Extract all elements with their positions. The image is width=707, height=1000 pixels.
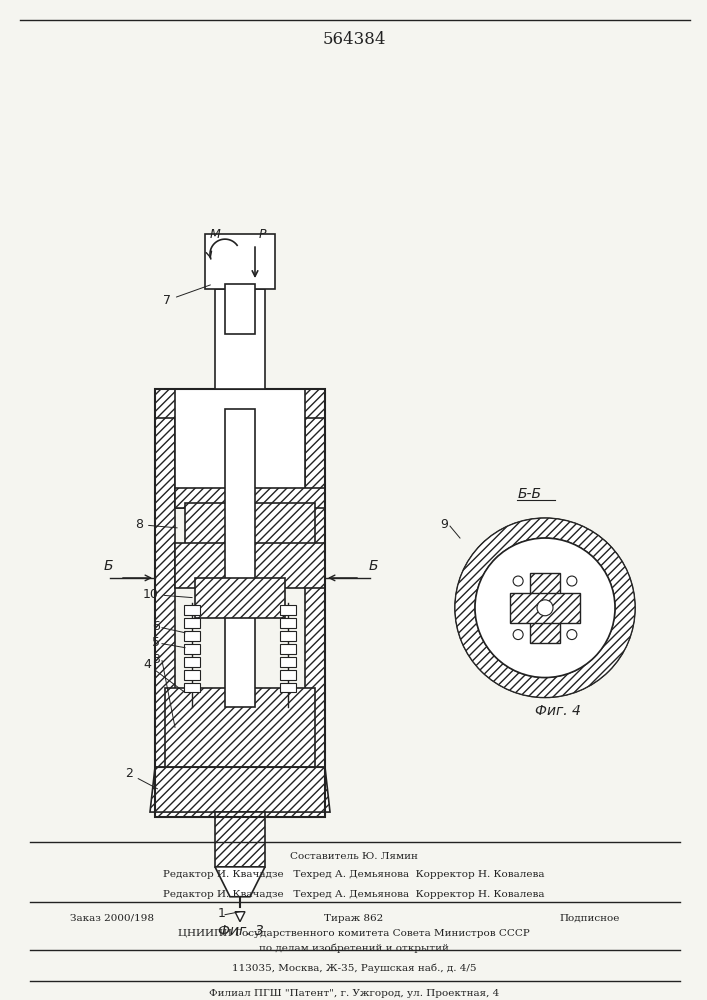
Text: Филиал ПГШ "Патент", г. Ужгород, ул. Проектная, 4: Филиал ПГШ "Патент", г. Ужгород, ул. Про…	[209, 989, 499, 998]
Text: 9: 9	[440, 518, 448, 531]
Polygon shape	[305, 389, 325, 817]
Text: Подписное: Подписное	[560, 914, 620, 923]
Bar	[280, 631, 296, 641]
Text: 3: 3	[152, 653, 160, 666]
Text: Заказ 2000/198: Заказ 2000/198	[70, 914, 154, 923]
Bar	[184, 644, 200, 654]
Text: М: М	[209, 228, 221, 241]
Circle shape	[567, 576, 577, 586]
Circle shape	[455, 518, 635, 697]
Polygon shape	[185, 503, 315, 548]
Circle shape	[537, 600, 553, 616]
Text: Р: Р	[258, 228, 266, 241]
Text: по делам изобретений и открытий: по делам изобретений и открытий	[259, 944, 449, 953]
Bar	[175, 389, 305, 508]
Text: ЦНИИПИ Государственного комитета Совета Министров СССР: ЦНИИПИ Государственного комитета Совета …	[178, 929, 530, 938]
Bar	[205, 234, 275, 289]
Text: Б-Б: Б-Б	[518, 487, 542, 501]
Bar	[184, 683, 200, 692]
Text: Редактор И. Квачадзе   Техред А. Демьянова  Корректор Н. Ковалева: Редактор И. Квачадзе Техред А. Демьянова…	[163, 870, 545, 879]
Text: Фиг. 4: Фиг. 4	[535, 704, 581, 718]
Bar	[184, 670, 200, 680]
Bar	[280, 618, 296, 628]
Polygon shape	[155, 389, 325, 418]
Bar	[280, 670, 296, 680]
Text: 8: 8	[135, 518, 177, 531]
Circle shape	[513, 630, 523, 640]
Polygon shape	[165, 688, 315, 767]
Polygon shape	[195, 578, 285, 618]
Bar	[510, 593, 580, 623]
Polygon shape	[155, 767, 325, 817]
Text: Редактор И. Квачадзе   Техред А. Демьянова  Корректор Н. Ковалева: Редактор И. Квачадзе Техред А. Демьянова…	[163, 890, 545, 899]
Text: 4: 4	[143, 658, 183, 691]
Text: Б: Б	[103, 559, 112, 573]
Bar	[155, 389, 325, 817]
Text: Б: Б	[368, 559, 378, 573]
Polygon shape	[175, 543, 325, 588]
Bar	[280, 644, 296, 654]
Polygon shape	[235, 912, 245, 922]
Wedge shape	[455, 518, 635, 697]
Polygon shape	[155, 389, 175, 817]
Bar	[184, 631, 200, 641]
Bar	[530, 573, 560, 643]
Bar	[184, 657, 200, 667]
Polygon shape	[215, 867, 265, 897]
Text: Фиг. 3: Фиг. 3	[218, 924, 264, 938]
Text: 564384: 564384	[322, 31, 386, 48]
Bar	[225, 284, 255, 334]
Bar	[215, 289, 265, 389]
Text: 5: 5	[152, 636, 160, 649]
Text: Тираж 862: Тираж 862	[325, 914, 384, 923]
Text: 6: 6	[152, 620, 160, 633]
Text: 10: 10	[143, 588, 192, 601]
Circle shape	[513, 576, 523, 586]
Text: 113035, Москва, Ж-35, Раушская наб., д. 4/5: 113035, Москва, Ж-35, Раушская наб., д. …	[232, 964, 477, 973]
Polygon shape	[150, 767, 330, 812]
Bar	[280, 657, 296, 667]
Bar	[184, 618, 200, 628]
Text: 7: 7	[163, 285, 211, 307]
Text: Составитель Ю. Лямин: Составитель Ю. Лямин	[290, 852, 418, 861]
Circle shape	[475, 538, 615, 678]
Bar	[225, 409, 255, 707]
Polygon shape	[175, 488, 325, 508]
Polygon shape	[215, 812, 265, 867]
Bar	[184, 605, 200, 615]
Text: 1: 1	[218, 907, 226, 920]
Bar	[280, 683, 296, 692]
Circle shape	[567, 630, 577, 640]
Bar	[280, 605, 296, 615]
Text: 2: 2	[125, 767, 158, 789]
